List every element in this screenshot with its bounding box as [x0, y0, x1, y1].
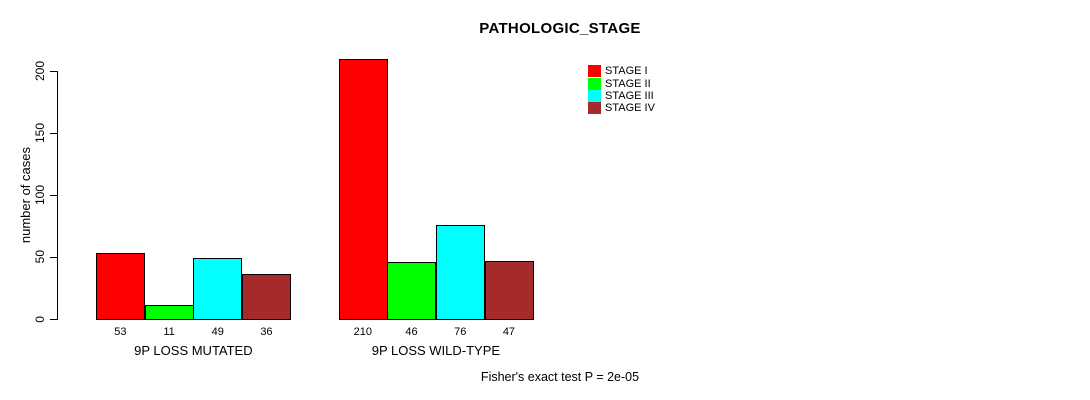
bar-stage-iii — [193, 258, 242, 320]
legend-label-stage-ii: STAGE II — [605, 77, 651, 90]
bar-value-label: 11 — [163, 326, 175, 338]
bar-value-label: 46 — [405, 326, 418, 338]
y-tick — [50, 71, 57, 72]
legend-label-stage-iv: STAGE IV — [605, 102, 655, 115]
bar-value-label: 76 — [454, 326, 467, 338]
bar-stage-i — [96, 253, 145, 320]
bar-value-label: 36 — [260, 326, 273, 338]
legend-swatch-stage-iii — [588, 89, 601, 102]
y-tick-label: 50 — [32, 250, 47, 264]
y-tick — [50, 133, 57, 134]
bar-value-label: 49 — [211, 326, 224, 338]
x-group-label: 9P LOSS MUTATED — [134, 343, 253, 358]
legend-swatch-stage-i — [588, 65, 601, 78]
y-tick-label: 150 — [32, 122, 47, 144]
bar-stage-ii — [387, 262, 436, 320]
legend-swatch-stage-ii — [588, 77, 601, 90]
legend-swatch-stage-iv — [588, 102, 601, 115]
bar-value-label: 53 — [114, 326, 127, 338]
legend-item-stage-iv: STAGE IV — [588, 102, 655, 115]
legend: STAGE I STAGE II STAGE III STAGE IV — [588, 65, 655, 115]
y-tick — [50, 319, 57, 320]
y-tick-label: 0 — [32, 315, 47, 323]
stat-annotation: Fisher's exact test P = 2e-05 — [480, 370, 640, 384]
legend-item-stage-ii: STAGE II — [588, 77, 655, 90]
legend-label-stage-iii: STAGE III — [605, 89, 654, 102]
bar-stage-iii — [436, 225, 485, 320]
y-tick-label: 200 — [32, 60, 47, 82]
bar-stage-i — [339, 59, 388, 320]
legend-item-stage-i: STAGE I — [588, 65, 655, 78]
bar-value-label: 210 — [353, 326, 373, 338]
legend-item-stage-iii: STAGE III — [588, 89, 655, 102]
bar-value-label: 47 — [502, 326, 516, 338]
x-group-label: 9P LOSS WILD-TYPE — [371, 343, 501, 358]
bar-stage-iv — [242, 274, 291, 320]
y-tick — [50, 195, 57, 196]
y-axis-line — [57, 71, 58, 320]
bar-stage-iv — [485, 261, 534, 320]
bar-stage-ii — [145, 305, 194, 320]
chart-title: PATHOLOGIC_STAGE — [479, 20, 641, 37]
legend-label-stage-i: STAGE I — [605, 65, 648, 78]
y-tick — [50, 257, 57, 258]
y-tick-label: 100 — [32, 184, 47, 206]
